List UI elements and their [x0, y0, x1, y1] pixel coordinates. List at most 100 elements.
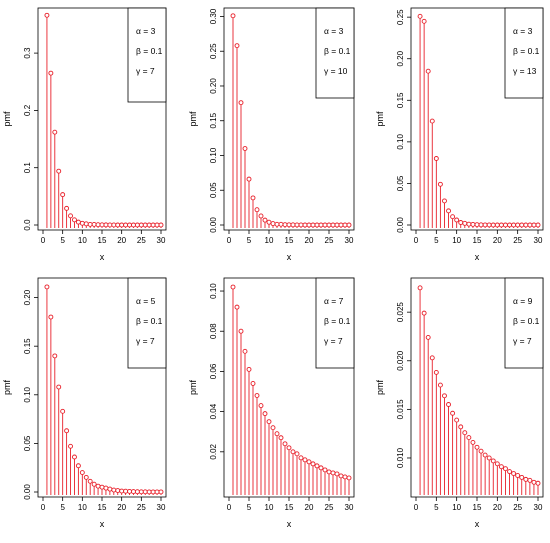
x-tick-label: 5 — [60, 503, 65, 512]
data-point — [266, 219, 272, 225]
legend-entry: γ = 7 — [136, 336, 155, 346]
y-tick-label: 0.20 — [396, 50, 405, 66]
data-point — [127, 488, 132, 494]
y-tick-label: 0.00 — [23, 484, 32, 500]
legend-entry: γ = 10 — [324, 66, 348, 76]
x-tick-label: 5 — [60, 236, 65, 245]
x-tick-label: 15 — [473, 236, 482, 245]
data-point — [437, 181, 443, 187]
data-point — [314, 222, 320, 228]
data-point — [417, 285, 423, 291]
data-point — [450, 410, 456, 416]
data-point — [234, 304, 240, 310]
data-point — [131, 489, 136, 495]
x-tick-label: 15 — [98, 503, 107, 512]
legend-box — [315, 7, 355, 99]
legend: α = 3 β = 0.1 γ = 10 — [315, 7, 355, 99]
data-point — [79, 220, 85, 226]
y-tick-label: 0.05 — [209, 182, 218, 198]
data-point — [262, 217, 268, 223]
data-point — [417, 13, 423, 19]
data-point — [490, 222, 496, 228]
data-point — [519, 222, 525, 228]
y-tick-label: 0.08 — [209, 323, 218, 339]
y-tick-label: 0.15 — [209, 112, 218, 128]
x-tick-label: 25 — [513, 503, 522, 512]
data-point — [429, 118, 435, 124]
chart-panel-2: 0 5 10 15 20 25 30 0.00 0.05 0.10 0.15 0.20 0.25 0.30… — [188, 7, 355, 262]
data-point — [254, 207, 260, 213]
legend-box — [127, 7, 167, 103]
data-point — [150, 222, 156, 228]
data-point — [60, 192, 66, 198]
data-point — [342, 474, 348, 480]
data-point — [527, 222, 533, 228]
x-tick-label: 0 — [41, 236, 46, 245]
y-axis-title: pmf — [375, 111, 385, 127]
data-point — [515, 222, 521, 228]
data-point — [286, 445, 292, 451]
data-point — [454, 417, 460, 423]
legend-box — [504, 277, 544, 369]
data-point — [146, 489, 152, 495]
data-point — [246, 366, 252, 372]
x-tick-label: 25 — [325, 236, 334, 245]
chart-panel-5: 0 5 10 15 20 25 30 0.02 0.04 0.06 0.08 0.10 x pmf α = … — [188, 277, 355, 529]
x-tick-label: 25 — [137, 503, 146, 512]
data-point — [433, 156, 439, 161]
x-tick-label: 25 — [137, 236, 146, 245]
data-point — [83, 221, 89, 227]
y-tick-label: 0.20 — [209, 78, 218, 94]
data-point — [425, 68, 431, 74]
data-point — [429, 355, 435, 361]
data-point — [531, 222, 537, 228]
y-tick-label: 0.00 — [209, 217, 218, 233]
data-point — [474, 222, 480, 228]
data-point — [334, 471, 340, 477]
data-point — [462, 430, 468, 436]
data-point — [474, 444, 480, 450]
legend-entry: γ = 7 — [513, 336, 532, 346]
legend-entry: α = 7 — [324, 296, 344, 306]
data-point — [107, 486, 113, 492]
data-point — [470, 221, 476, 227]
data-point — [142, 489, 148, 495]
data-point — [511, 471, 517, 476]
data-point — [437, 382, 443, 388]
data-point — [282, 441, 288, 447]
data-point — [44, 12, 50, 18]
data-point — [450, 214, 456, 220]
data-point — [234, 43, 240, 49]
x-tick-label: 0 — [414, 503, 419, 512]
data-point — [290, 449, 296, 455]
x-tick-label: 15 — [285, 236, 294, 245]
data-point — [433, 369, 439, 375]
data-point — [421, 310, 427, 316]
data-point — [523, 476, 529, 482]
data-point — [87, 478, 93, 484]
data-point — [486, 222, 492, 228]
y-tick-label: 0.10 — [209, 283, 218, 299]
data-point — [442, 393, 447, 399]
data-point — [507, 469, 512, 475]
x-axis-title: x — [475, 519, 480, 529]
data-point — [470, 439, 476, 445]
y-tick-label: 0.3 — [23, 47, 32, 59]
x-tick-label: 20 — [305, 236, 314, 245]
data-point — [52, 353, 58, 359]
data-point — [258, 213, 264, 219]
data-point — [68, 443, 73, 449]
data-point — [254, 393, 260, 398]
x-tick-label: 30 — [345, 236, 354, 245]
y-tick-label: 0.025 — [396, 302, 405, 323]
data-point — [75, 219, 81, 225]
data-point — [482, 452, 488, 458]
data-point — [421, 18, 427, 24]
data-point — [511, 222, 517, 228]
data-point — [123, 488, 129, 494]
y-tick-label: 0.15 — [23, 338, 32, 354]
legend-entry: α = 9 — [513, 296, 533, 306]
x-tick-label: 0 — [227, 236, 232, 245]
data-point — [258, 403, 264, 409]
data-point — [119, 222, 125, 228]
